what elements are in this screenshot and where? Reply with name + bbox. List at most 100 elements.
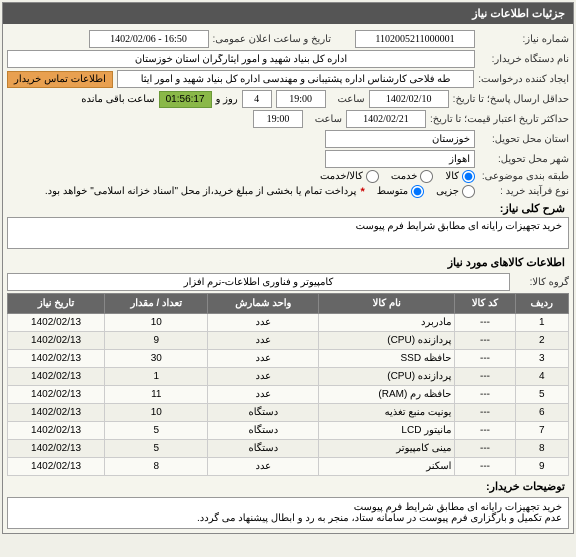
table-cell: حافظه رم (RAM) xyxy=(319,386,455,404)
days-label: روز و xyxy=(216,94,238,105)
table-cell: 5 xyxy=(105,440,208,458)
table-row: 8---مینی کامپیوتردستگاه51402/02/13 xyxy=(8,440,569,458)
proc-medium-label: متوسط xyxy=(377,186,408,197)
table-row: 3---حافظه SSDعدد301402/02/13 xyxy=(8,350,569,368)
table-cell: 1402/02/13 xyxy=(8,368,105,386)
table-cell: اسکنر xyxy=(319,458,455,476)
category-label: طبقه بندی موضوعی: xyxy=(479,171,569,182)
table-cell: 1402/02/13 xyxy=(8,404,105,422)
group-field[interactable] xyxy=(7,273,510,291)
table-cell: دستگاه xyxy=(208,422,319,440)
group-label: گروه کالا: xyxy=(514,277,569,288)
validity-label: حداکثر تاریخ اعتبار قیمت؛ تا تاریخ: xyxy=(430,114,569,125)
cat-service-label: خدمت xyxy=(391,171,418,182)
table-cell: --- xyxy=(455,386,515,404)
proc-medium-option[interactable]: متوسط xyxy=(377,185,424,198)
th-row: ردیف xyxy=(515,294,568,314)
table-cell: 1402/02/13 xyxy=(8,314,105,332)
table-cell: 30 xyxy=(105,350,208,368)
table-cell: 6 xyxy=(515,404,568,422)
contact-badge[interactable]: اطلاعات تماس خریدار xyxy=(7,71,113,88)
process-label: نوع فرآیند خرید : xyxy=(479,186,569,197)
announce-date-label: تاریخ و ساعت اعلان عمومی: xyxy=(213,34,332,45)
province-field[interactable] xyxy=(325,130,475,148)
explain-box: خرید تجهیزات رایانه ای مطابق شرایط فرم پ… xyxy=(7,497,569,529)
desc-title: شرح کلی نیاز: xyxy=(7,200,569,217)
province-label: استان محل تحویل: xyxy=(479,134,569,145)
cat-service-radio[interactable] xyxy=(420,170,433,183)
table-row: 7---مانیتور LCDدستگاه51402/02/13 xyxy=(8,422,569,440)
th-name: نام کالا xyxy=(319,294,455,314)
validity-date-field[interactable] xyxy=(346,110,426,128)
table-cell: عدد xyxy=(208,350,319,368)
table-cell: --- xyxy=(455,404,515,422)
cat-service-option[interactable]: خدمت xyxy=(391,170,434,183)
desc-textarea[interactable] xyxy=(7,217,569,249)
table-cell: 1402/02/13 xyxy=(8,386,105,404)
creator-field[interactable] xyxy=(117,70,474,88)
table-cell: 2 xyxy=(515,332,568,350)
cat-goods-option[interactable]: کالا xyxy=(445,170,475,183)
table-cell: --- xyxy=(455,350,515,368)
proc-medium-radio[interactable] xyxy=(411,185,424,198)
need-number-field[interactable] xyxy=(355,30,475,48)
table-cell: 1402/02/13 xyxy=(8,332,105,350)
table-cell: 7 xyxy=(515,422,568,440)
city-label: شهر محل تحویل: xyxy=(479,154,569,165)
table-cell: 9 xyxy=(515,458,568,476)
proc-small-label: جزیی xyxy=(436,186,459,197)
table-cell: عدد xyxy=(208,368,319,386)
th-date: تاریخ نیاز xyxy=(8,294,105,314)
buyer-field[interactable] xyxy=(7,50,475,68)
city-field[interactable] xyxy=(325,150,475,168)
days-field[interactable] xyxy=(242,90,272,108)
explain-line2: عدم تکمیل و بارگزاری فرم پیوست در سامانه… xyxy=(14,513,562,524)
cat-both-radio[interactable] xyxy=(366,170,379,183)
table-cell: --- xyxy=(455,458,515,476)
deadline-date-field[interactable] xyxy=(369,90,449,108)
table-cell: 1 xyxy=(105,368,208,386)
panel-title: جزئیات اطلاعات نیاز xyxy=(3,3,573,24)
table-cell: مادربرد xyxy=(319,314,455,332)
th-unit: واحد شمارش xyxy=(208,294,319,314)
deadline-time-field[interactable] xyxy=(276,90,326,108)
table-cell: 3 xyxy=(515,350,568,368)
table-cell: --- xyxy=(455,368,515,386)
table-cell: پردازنده (CPU) xyxy=(319,332,455,350)
explain-line1: خرید تجهیزات رایانه ای مطابق شرایط فرم پ… xyxy=(14,502,562,513)
table-cell: دستگاه xyxy=(208,404,319,422)
announce-date-field[interactable] xyxy=(89,30,209,48)
table-cell: --- xyxy=(455,422,515,440)
payment-star: * xyxy=(360,186,364,198)
cat-both-label: کالا/خدمت xyxy=(320,171,363,182)
proc-small-option[interactable]: جزیی xyxy=(436,185,475,198)
table-cell: 1402/02/13 xyxy=(8,422,105,440)
table-cell: 5 xyxy=(515,386,568,404)
cat-both-option[interactable]: کالا/خدمت xyxy=(320,170,379,183)
table-cell: 4 xyxy=(515,368,568,386)
cat-goods-radio[interactable] xyxy=(462,170,475,183)
deadline-label: حداقل ارسال پاسخ؛ تا تاریخ: xyxy=(453,94,569,105)
table-row: 5---حافظه رم (RAM)عدد111402/02/13 xyxy=(8,386,569,404)
table-cell: --- xyxy=(455,440,515,458)
table-row: 9---اسکنرعدد81402/02/13 xyxy=(8,458,569,476)
validity-time-field[interactable] xyxy=(253,110,303,128)
table-cell: --- xyxy=(455,332,515,350)
table-cell: 9 xyxy=(105,332,208,350)
table-cell: عدد xyxy=(208,386,319,404)
table-cell: 8 xyxy=(515,440,568,458)
table-cell: عدد xyxy=(208,314,319,332)
table-cell: 8 xyxy=(105,458,208,476)
items-table: ردیف کد کالا نام کالا واحد شمارش تعداد /… xyxy=(7,293,569,476)
table-cell: 1402/02/13 xyxy=(8,350,105,368)
table-cell: 5 xyxy=(105,422,208,440)
th-code: کد کالا xyxy=(455,294,515,314)
table-cell: 1402/02/13 xyxy=(8,440,105,458)
items-title: اطلاعات کالاهای مورد نیاز xyxy=(7,254,569,271)
proc-small-radio[interactable] xyxy=(462,185,475,198)
time-label-2: ساعت xyxy=(307,114,342,125)
need-number-label: شماره نیاز: xyxy=(479,34,569,45)
th-qty: تعداد / مقدار xyxy=(105,294,208,314)
creator-label: ایجاد کننده درخواست: xyxy=(478,74,569,85)
table-row: 6---یونیت منبع تغذیهدستگاه101402/02/13 xyxy=(8,404,569,422)
